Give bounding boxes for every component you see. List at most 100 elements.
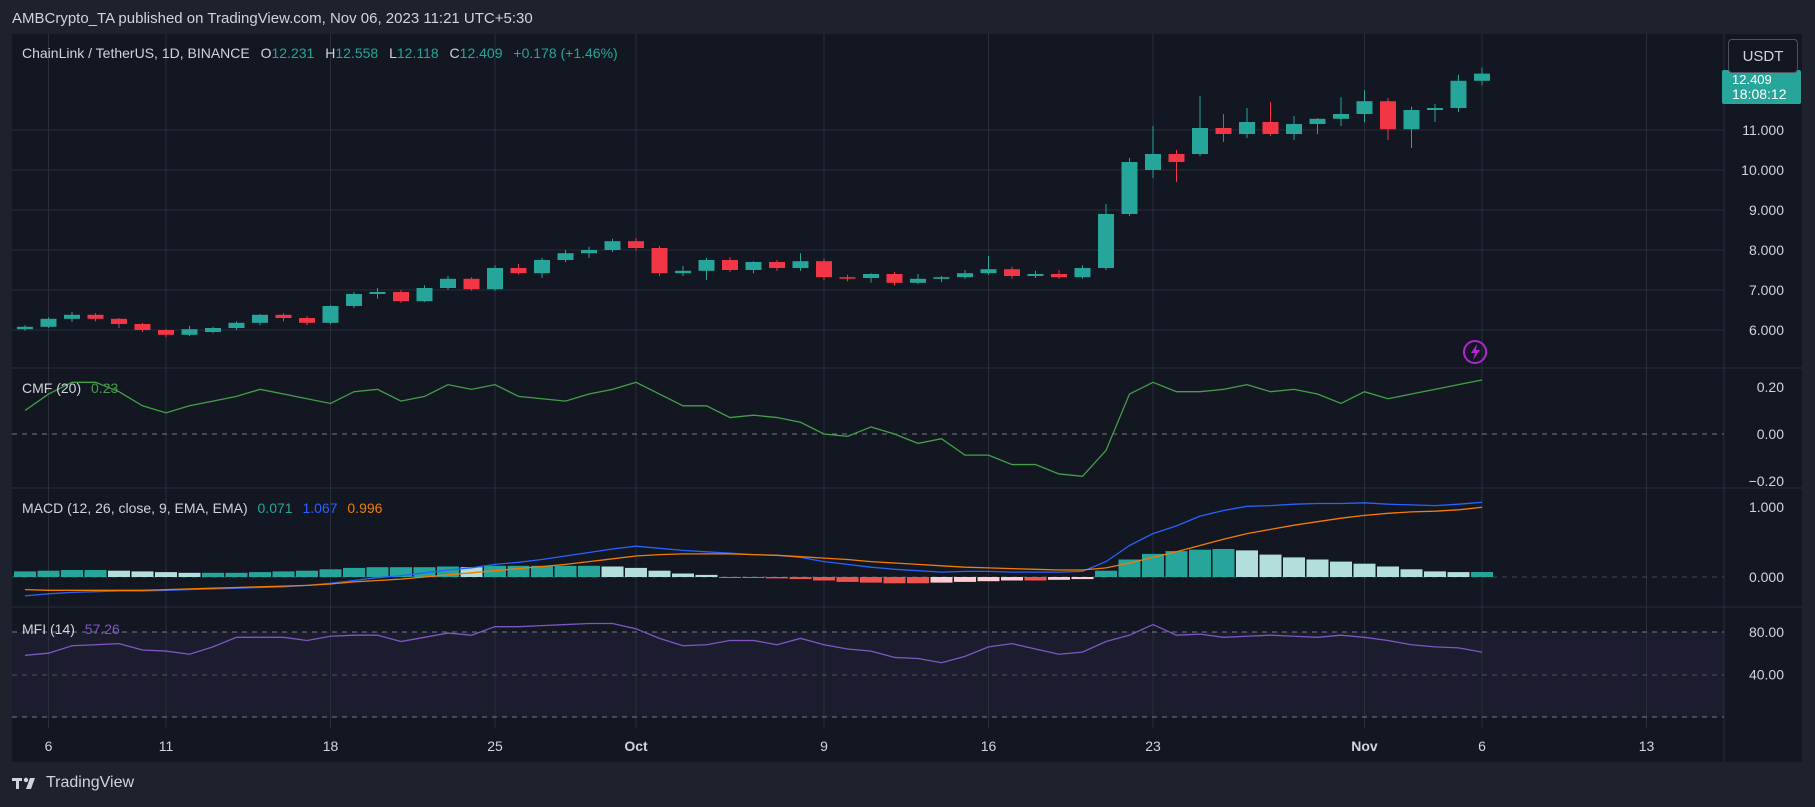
time-tick-label: 6 bbox=[45, 738, 53, 754]
histogram-bar bbox=[61, 570, 83, 577]
histogram-bar bbox=[437, 566, 459, 577]
histogram-bar bbox=[272, 571, 295, 577]
histogram-bar bbox=[178, 572, 201, 577]
brand-name: TradingView bbox=[46, 774, 135, 791]
candle-body bbox=[675, 270, 691, 274]
candle-body bbox=[1215, 128, 1232, 134]
histogram-bar bbox=[1306, 559, 1329, 577]
candle-body bbox=[1145, 154, 1161, 170]
cmf-tick-label: −0.20 bbox=[1749, 473, 1785, 489]
mfi-tick-label: 80.00 bbox=[1749, 624, 1784, 640]
candle-body bbox=[886, 274, 903, 283]
histogram-bar bbox=[484, 565, 506, 577]
candle-body bbox=[1427, 108, 1443, 110]
time-axis-background bbox=[12, 728, 1802, 762]
histogram-bar bbox=[366, 567, 389, 577]
time-tick-label: 11 bbox=[159, 738, 174, 754]
candlestick-series bbox=[17, 67, 1490, 338]
candle-body bbox=[1474, 73, 1490, 81]
histogram-bar bbox=[1212, 549, 1235, 577]
histogram-bar bbox=[296, 570, 318, 577]
histogram-bar bbox=[789, 577, 812, 580]
histogram-bar bbox=[1118, 559, 1141, 577]
histogram-bar bbox=[225, 572, 248, 577]
bar-countdown: 18:08:12 bbox=[1732, 86, 1787, 102]
macd-tick-label: 0.000 bbox=[1749, 569, 1784, 585]
candle-body bbox=[134, 324, 151, 330]
histogram-bar bbox=[1424, 571, 1446, 577]
macd-legend: MACD (12, 26, close, 9, EMA, EMA) 0.071 … bbox=[22, 500, 383, 516]
price-tick-label: 10.000 bbox=[1741, 162, 1784, 178]
histogram-bar bbox=[531, 565, 553, 577]
histogram-bar bbox=[1095, 570, 1117, 577]
cmf-label: CMF (20) bbox=[22, 380, 81, 396]
histogram-bar bbox=[672, 573, 694, 577]
histogram-bar bbox=[625, 567, 647, 577]
price-tick-label: 7.000 bbox=[1749, 282, 1784, 298]
mfi-band bbox=[12, 632, 1724, 717]
time-tick-label: 25 bbox=[487, 738, 503, 754]
candle-body bbox=[933, 277, 950, 279]
candle-body bbox=[252, 314, 268, 323]
candle-body bbox=[299, 318, 315, 323]
histogram-bar bbox=[648, 570, 671, 577]
histogram-bar bbox=[1001, 577, 1023, 581]
price-axis-background bbox=[1724, 34, 1802, 762]
histogram-bar bbox=[108, 570, 130, 577]
price-axis[interactable]: 11.000 10.000 9.000 8.000 7.000 6.000 bbox=[1741, 122, 1784, 338]
cmf-tick-label: 0.00 bbox=[1757, 426, 1784, 442]
footer-brand[interactable]: TradingView bbox=[12, 774, 134, 792]
macd-hist-value: 0.071 bbox=[258, 500, 293, 516]
candle-body bbox=[1098, 214, 1114, 268]
candle-body bbox=[1004, 269, 1020, 276]
low-value: 12.118 bbox=[397, 45, 439, 61]
histogram-bar bbox=[84, 570, 107, 577]
candle-body bbox=[722, 260, 738, 270]
candle-body bbox=[1192, 128, 1208, 154]
histogram-bar bbox=[1330, 561, 1352, 577]
candle-body bbox=[1168, 154, 1185, 162]
time-tick-label: 9 bbox=[820, 738, 828, 754]
candle-body bbox=[463, 278, 480, 290]
histogram-bar bbox=[860, 577, 882, 583]
candle-body bbox=[651, 248, 668, 274]
candle-body bbox=[40, 318, 57, 327]
candle-body bbox=[698, 260, 715, 271]
histogram-bar bbox=[202, 572, 224, 577]
candle-body bbox=[604, 241, 621, 250]
candle-body bbox=[1309, 118, 1326, 124]
candle-body bbox=[181, 329, 198, 335]
currency-button[interactable]: USDT bbox=[1728, 39, 1798, 73]
candle-body bbox=[581, 250, 597, 254]
open-value: 12.231 bbox=[272, 45, 315, 61]
candle-body bbox=[87, 314, 104, 319]
histogram-bar bbox=[883, 577, 906, 584]
histogram-bar bbox=[1283, 557, 1305, 577]
grid-lines bbox=[12, 34, 1724, 728]
histogram-bar bbox=[813, 577, 835, 581]
lightning-icon[interactable] bbox=[1463, 340, 1487, 364]
cmf-axis: 0.20 0.00 −0.20 bbox=[1749, 379, 1785, 489]
histogram-bar bbox=[1471, 572, 1493, 577]
candle-body bbox=[1333, 114, 1349, 119]
candle-body bbox=[534, 260, 550, 274]
mfi-axis: 80.00 40.00 bbox=[1749, 624, 1784, 682]
histogram-bar bbox=[1165, 551, 1188, 577]
histogram-bar bbox=[131, 571, 154, 577]
histogram-bar bbox=[390, 567, 412, 577]
mfi-value: 57.26 bbox=[85, 621, 120, 637]
macd-value: 1.067 bbox=[302, 500, 337, 516]
candle-body bbox=[487, 268, 503, 290]
candle-body bbox=[510, 268, 527, 274]
price-tag-background bbox=[1722, 70, 1801, 104]
price-tick-label: 8.000 bbox=[1749, 242, 1784, 258]
histogram-bar bbox=[907, 577, 929, 584]
histogram-bar bbox=[695, 574, 718, 577]
candle-body bbox=[111, 318, 127, 324]
candle-body bbox=[393, 292, 409, 302]
candle-body bbox=[1356, 101, 1373, 114]
time-axis[interactable]: 6 11 18 25 Oct 9 16 23 Nov 6 13 bbox=[45, 738, 1655, 754]
candle-body bbox=[1074, 268, 1091, 278]
macd-label: MACD (12, 26, close, 9, EMA, EMA) bbox=[22, 500, 248, 516]
